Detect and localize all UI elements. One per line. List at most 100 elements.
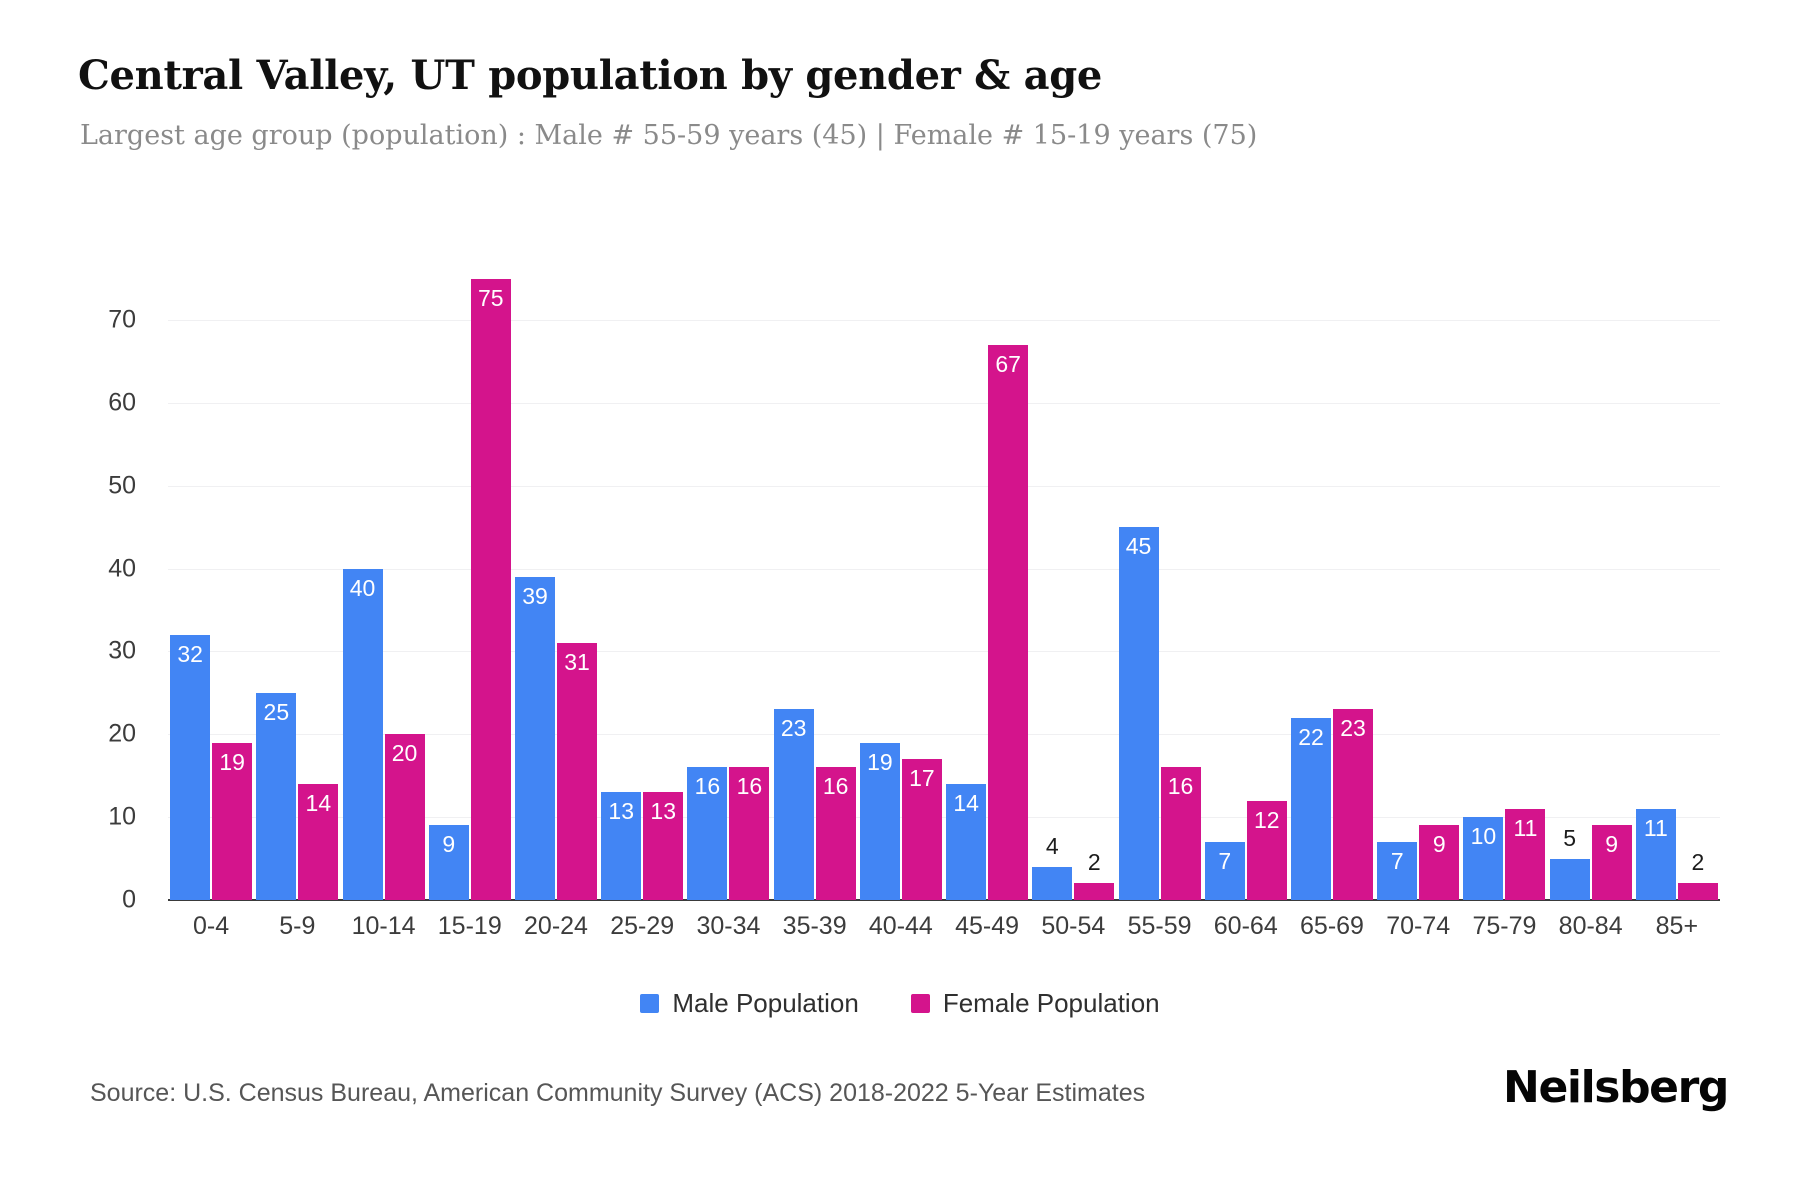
gridline — [168, 651, 1720, 653]
gridline — [168, 402, 1720, 404]
bar-group[interactable]: 9 75 — [427, 262, 513, 900]
bar-male[interactable]: 19 — [859, 742, 900, 900]
bar-male[interactable]: 22 — [1291, 717, 1331, 900]
x-axis-tick-label: 65-69 — [1300, 912, 1364, 940]
x-axis-tick-label: 55-59 — [1127, 912, 1192, 940]
bar-male[interactable]: 7 — [1377, 842, 1418, 900]
bar-group[interactable]: 14 67 — [944, 262, 1030, 900]
y-axis-tick-label: 40 — [108, 554, 136, 583]
bar-male[interactable]: 45 — [1118, 527, 1159, 900]
bar-value-label: 9 — [1605, 831, 1619, 858]
bar-male[interactable]: 23 — [773, 709, 814, 900]
x-axis-tick-label: 35-39 — [782, 912, 847, 940]
bar-group[interactable]: 23 16 — [772, 262, 858, 900]
bar-value-label: 13 — [608, 798, 635, 825]
bar-value-label: 16 — [822, 773, 849, 800]
bar-value-label: 4 — [1045, 832, 1059, 859]
legend-item-male[interactable]: Male Population — [640, 988, 859, 1019]
bar-group[interactable]: 22 23 — [1289, 262, 1375, 900]
bar-group[interactable]: 11 2 — [1634, 262, 1720, 900]
bar-group[interactable]: 16 16 — [685, 262, 771, 900]
bar-male[interactable]: 4 — [1032, 833, 1073, 900]
chart-subtitle: Largest age group (population) : Male # … — [80, 120, 1258, 151]
legend-item-female[interactable]: Female Population — [910, 988, 1160, 1019]
bar-female[interactable]: 2 — [1677, 849, 1718, 900]
bar-male[interactable]: 11 — [1635, 808, 1676, 900]
bar-female[interactable]: 19 — [212, 742, 253, 900]
bar-male[interactable]: 10 — [1463, 817, 1504, 900]
legend-label: Female Population — [942, 988, 1160, 1018]
x-axis-tick-label: 70-74 — [1386, 912, 1451, 940]
bar-male[interactable]: 9 — [428, 825, 469, 900]
x-axis-tick-label: 20-24 — [524, 912, 588, 940]
bar-group[interactable]: 39 31 — [513, 262, 599, 900]
bar-group[interactable]: 45 16 — [1117, 262, 1203, 900]
bar-value-label: 22 — [1298, 723, 1324, 750]
bar-value-label: 11 — [1513, 814, 1538, 841]
bar-value-label: 13 — [650, 798, 677, 825]
bar-group[interactable]: 7 12 — [1203, 262, 1289, 900]
bar-female[interactable]: 23 — [1333, 709, 1373, 900]
bar-group[interactable]: 13 13 — [599, 262, 685, 900]
bar-female[interactable]: 16 — [815, 767, 856, 900]
bar-female[interactable]: 2 — [1074, 849, 1115, 900]
plot-area: 32 19 25 14 40 20 9 75 39 31 13 13 16 16 23 16 19 17 14 67 4… — [168, 262, 1720, 901]
bar-female[interactable]: 16 — [729, 767, 770, 900]
bar-group[interactable]: 40 20 — [341, 262, 427, 900]
bar-value-label: 16 — [694, 773, 721, 800]
bar-female[interactable]: 17 — [901, 759, 942, 900]
x-axis-tick-label: 60-64 — [1213, 912, 1278, 940]
bar-female[interactable]: 9 — [1591, 825, 1632, 900]
bar-female[interactable]: 20 — [384, 734, 425, 900]
bar-value-label: 17 — [909, 765, 935, 792]
bar-value-label: 25 — [263, 698, 290, 725]
bar-male[interactable]: 39 — [515, 576, 555, 900]
y-axis-tick-label: 20 — [108, 719, 136, 748]
y-axis-tick-label: 60 — [108, 388, 136, 417]
y-axis-tick-label: 50 — [108, 471, 136, 500]
bar-male[interactable]: 32 — [170, 634, 211, 900]
x-axis-line — [168, 899, 1720, 901]
bar-value-label: 23 — [1340, 715, 1366, 742]
bar-value-label: 40 — [349, 574, 376, 601]
bar-value-label: 10 — [1470, 823, 1497, 850]
bar-value-label: 2 — [1087, 849, 1101, 876]
bar-female[interactable]: 31 — [557, 643, 597, 900]
bar-value-label: 45 — [1125, 533, 1152, 560]
bar-group[interactable]: 32 19 — [168, 262, 254, 900]
bar-male[interactable]: 40 — [342, 568, 383, 900]
gridline — [168, 320, 1720, 321]
bar-value-label: 67 — [995, 350, 1021, 377]
bar-male[interactable]: 25 — [256, 692, 297, 900]
bar-value-label: 20 — [391, 740, 418, 767]
bar-male[interactable]: 16 — [687, 767, 728, 900]
bar-female[interactable]: 75 — [470, 278, 511, 900]
bar-group[interactable]: 10 11 — [1461, 262, 1547, 900]
bar-female[interactable]: 67 — [988, 344, 1029, 900]
bar-male[interactable]: 13 — [601, 792, 642, 900]
bar-female[interactable]: 9 — [1419, 825, 1460, 900]
bar-group[interactable]: 19 17 — [858, 262, 944, 900]
x-axis-tick-label: 30-34 — [696, 912, 761, 940]
bar-value-label: 19 — [219, 748, 245, 775]
bar-group[interactable]: 25 14 — [254, 262, 340, 900]
chart-legend: Male Population Female Population — [0, 988, 1800, 1019]
bar-female[interactable]: 13 — [643, 792, 684, 900]
bar-value-label: 14 — [305, 790, 332, 816]
bar-female[interactable]: 16 — [1160, 767, 1201, 900]
gridline — [168, 485, 1720, 487]
bar-female[interactable]: 11 — [1505, 808, 1546, 900]
bar-male[interactable]: 5 — [1549, 825, 1590, 900]
bar-value-label: 75 — [477, 284, 504, 311]
bar-female[interactable]: 14 — [298, 784, 339, 900]
bar-female[interactable]: 12 — [1246, 800, 1287, 900]
y-axis: 0 10 20 30 40 50 60 70 — [78, 262, 152, 914]
bar-value-label: 7 — [1390, 848, 1404, 874]
bar-male[interactable]: 7 — [1204, 842, 1245, 900]
bar-male[interactable]: 14 — [946, 784, 987, 900]
y-axis-tick-label: 10 — [108, 802, 136, 831]
